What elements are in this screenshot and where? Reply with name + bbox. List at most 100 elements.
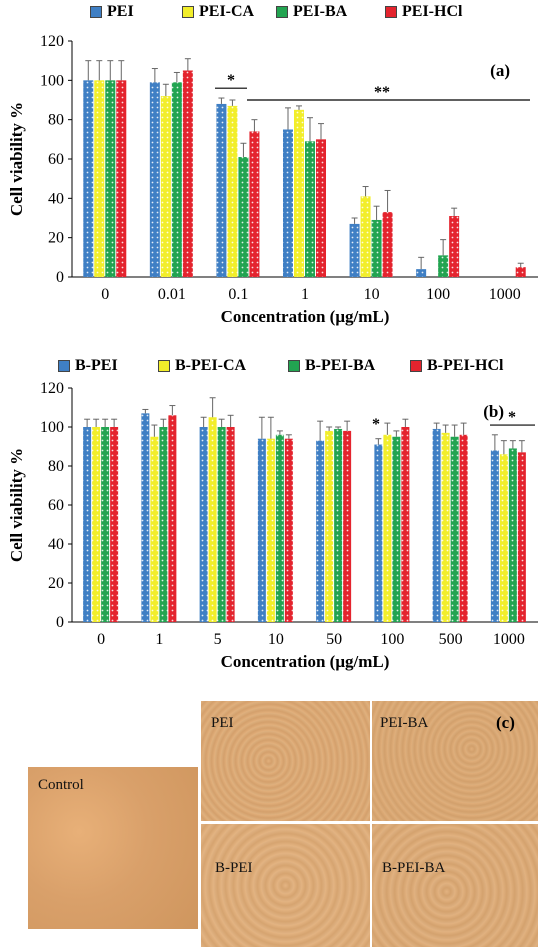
bar — [216, 103, 227, 277]
bar — [227, 105, 238, 278]
bar — [382, 212, 393, 277]
x-tick-label: 1 — [155, 631, 163, 648]
bar — [275, 434, 284, 622]
bar — [459, 434, 468, 622]
y-tick-label: 60 — [48, 497, 64, 514]
bar — [149, 82, 160, 277]
significance-star-2: ** — [374, 84, 390, 101]
bar — [374, 444, 383, 622]
bar — [517, 452, 526, 622]
legend-label-pei-hcl: PEI-HCl — [402, 3, 463, 20]
y-tick-label: 40 — [48, 190, 64, 207]
y-axis-title: Cell viability % — [7, 102, 26, 216]
bar — [266, 438, 275, 622]
bar — [294, 109, 304, 277]
x-tick-label: 0.1 — [228, 286, 248, 303]
y-tick-label: 0 — [56, 614, 64, 631]
bar — [249, 131, 260, 277]
legend-item-pei: PEI — [90, 3, 134, 21]
legend-item-b-pei-ba: B-PEI-BA — [288, 357, 375, 375]
bar — [325, 430, 334, 622]
bar — [283, 129, 293, 277]
bar — [499, 454, 508, 622]
bar — [160, 96, 171, 277]
x-tick-label: 50 — [326, 631, 342, 648]
bar — [334, 428, 343, 622]
x-tick-label: 0 — [97, 631, 105, 648]
significance-star-2: * — [508, 409, 516, 426]
y-tick-label: 20 — [48, 230, 64, 247]
legend-item-b-pei-hcl: B-PEI-HCl — [410, 357, 503, 375]
y-tick-label: 0 — [56, 269, 64, 286]
bar — [94, 80, 105, 277]
bar — [449, 216, 460, 277]
bar — [508, 448, 517, 622]
x-tick-label: 0 — [101, 286, 109, 303]
legend-swatch-b-pei-ca — [158, 360, 170, 372]
legend-label-pei: PEI — [107, 3, 134, 20]
bar — [316, 139, 326, 277]
bar — [101, 427, 110, 622]
x-tick-label: 1000 — [493, 631, 525, 648]
bar — [83, 427, 92, 622]
bar — [450, 436, 459, 622]
x-tick-label: 100 — [426, 286, 450, 303]
y-tick-label: 40 — [48, 536, 64, 553]
legend-swatch-b-pei-ba — [288, 360, 300, 372]
legend-label-b-pei-ca: B-PEI-CA — [175, 357, 247, 374]
bar — [305, 141, 315, 277]
legend-swatch-b-pei — [58, 360, 70, 372]
legend-label-pei-ca: PEI-CA — [199, 3, 255, 20]
micrograph-label-pei-ba: PEI-BA — [380, 715, 429, 731]
bar — [401, 427, 410, 622]
bar — [316, 440, 325, 622]
panel-c-label: (c) — [496, 713, 515, 732]
legend-item-pei-hcl: PEI-HCl — [385, 3, 462, 21]
micrograph-label-b-pei: B-PEI — [215, 860, 253, 876]
bar — [159, 427, 168, 622]
x-tick-label: 500 — [439, 631, 463, 648]
bar — [141, 413, 150, 622]
micrograph-pei: PEI — [201, 701, 370, 821]
y-tick-label: 100 — [40, 419, 64, 436]
x-axis-title: Concentration (μg/mL) — [221, 307, 390, 326]
legend-item-pei-ba: PEI-BA — [276, 3, 347, 21]
bar — [392, 436, 401, 622]
chart-b: 0 20 40 60 80 100 120 0 1 5 10 50 100 500 1000 Concentr… — [7, 380, 538, 671]
legend-item-b-pei: B-PEI — [58, 357, 118, 375]
x-tick-label: 5 — [214, 631, 222, 648]
bar — [490, 450, 499, 622]
bar — [92, 427, 101, 622]
bar — [383, 434, 392, 622]
legend-swatch-pei-ba — [276, 6, 288, 18]
bar — [515, 267, 526, 277]
x-axis-title: Concentration (μg/mL) — [221, 652, 390, 671]
chart-a: 0 20 40 60 80 100 120 0 0.01 0.1 1 10 100 1000 Concent… — [7, 33, 538, 326]
bar — [416, 269, 427, 277]
legend-label-b-pei-ba: B-PEI-BA — [305, 357, 376, 374]
micrograph-label-control: Control — [38, 777, 84, 793]
bar — [199, 427, 208, 622]
bar — [105, 80, 116, 277]
bar — [238, 157, 249, 277]
y-tick-label: 80 — [48, 458, 64, 475]
x-tick-label: 0.01 — [158, 286, 186, 303]
x-tick-label: 1000 — [489, 286, 521, 303]
bar — [441, 432, 450, 622]
y-axis-title: Cell viability % — [7, 448, 26, 562]
bar — [168, 415, 177, 622]
x-tick-label: 100 — [380, 631, 404, 648]
micrograph-label-b-pei-ba: B-PEI-BA — [382, 860, 446, 876]
legend-a: PEI PEI-CA PEI-BA PEI-HCl — [0, 3, 550, 27]
significance-star-1: * — [227, 72, 235, 89]
bar — [116, 80, 127, 277]
legend-item-b-pei-ca: B-PEI-CA — [158, 357, 246, 375]
micrograph-label-pei: PEI — [211, 715, 234, 731]
legend-label-pei-ba: PEI-BA — [293, 3, 348, 20]
legend-item-pei-ca: PEI-CA — [182, 3, 254, 21]
x-tick-label: 10 — [364, 286, 380, 303]
y-tick-label: 20 — [48, 575, 64, 592]
bar — [432, 428, 441, 622]
panel-label-a: (a) — [490, 61, 510, 80]
bar — [110, 427, 119, 622]
